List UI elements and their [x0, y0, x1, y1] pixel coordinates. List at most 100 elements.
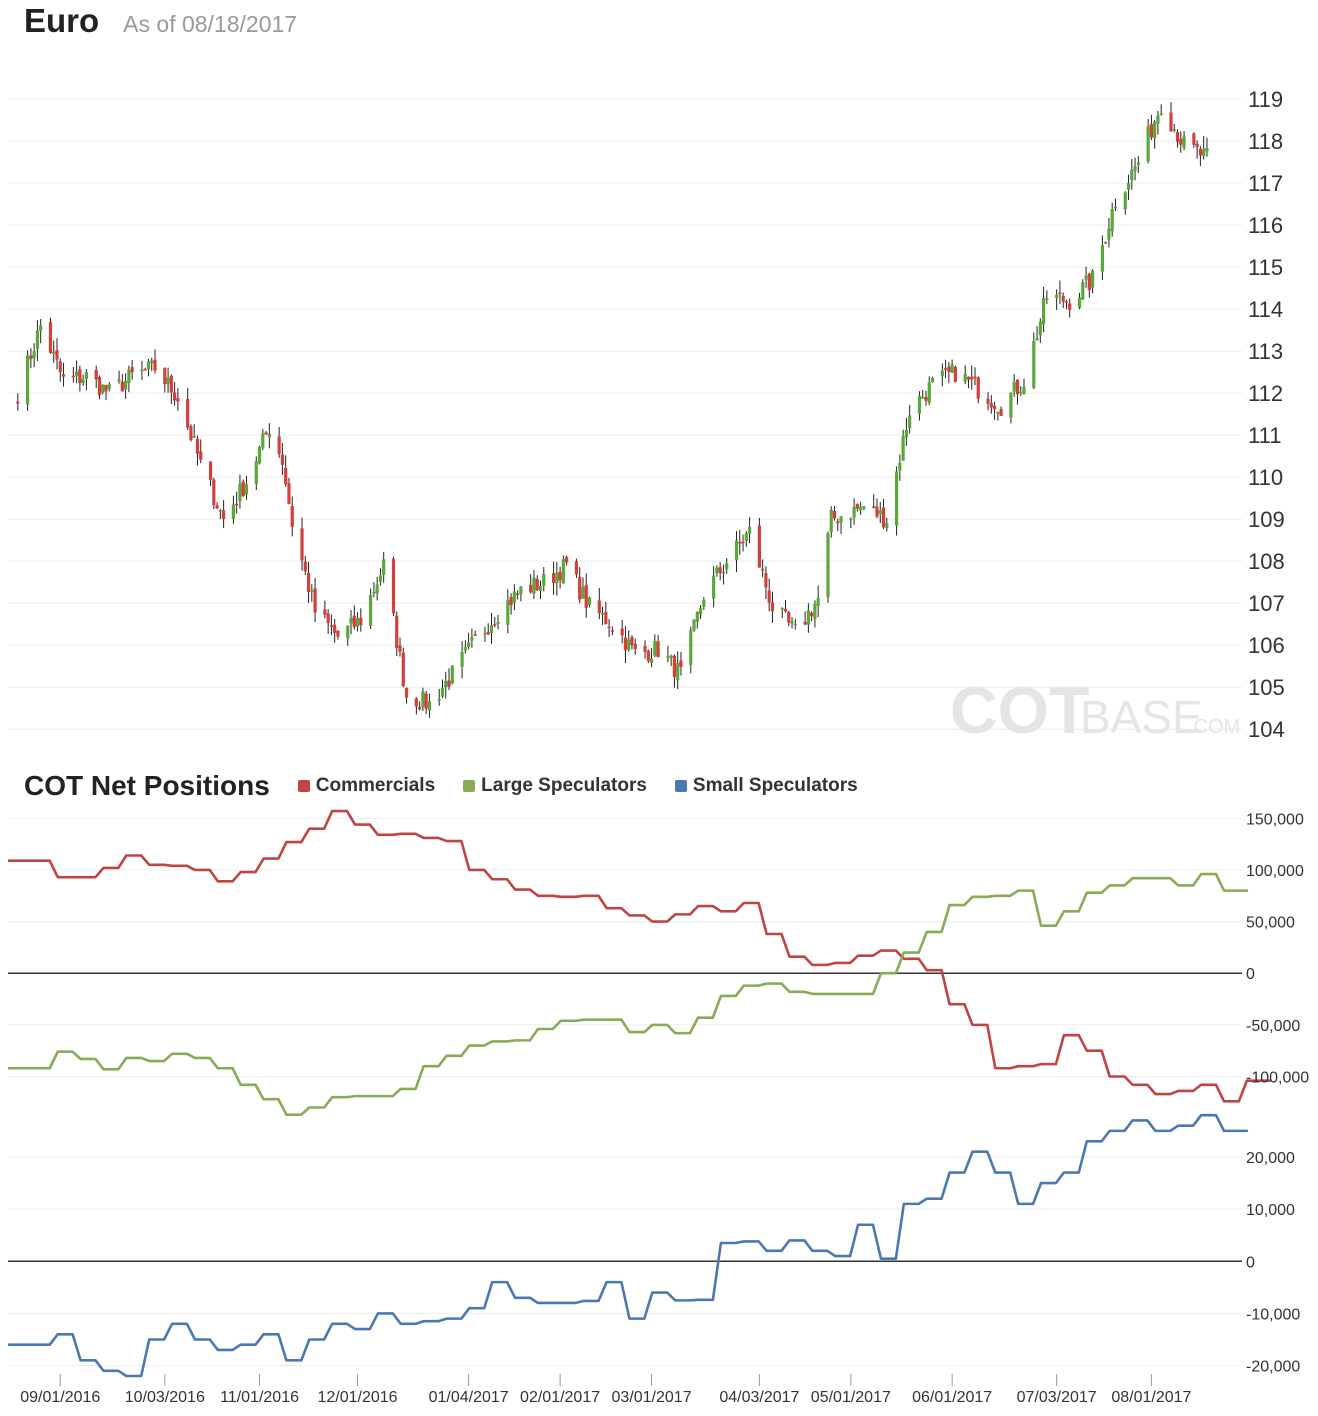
- candle-body: [16, 401, 20, 404]
- candle-body: [382, 559, 386, 575]
- candle-body: [744, 533, 748, 541]
- candle-body: [401, 652, 405, 686]
- legend-label-small-speculators: Small Speculators: [692, 775, 858, 796]
- candle-body: [26, 355, 30, 405]
- cot-tick-label: 150,000: [1246, 811, 1304, 828]
- candle-body: [620, 628, 624, 636]
- candle-body: [692, 619, 696, 631]
- candle-body: [195, 438, 200, 454]
- candle-body: [653, 641, 657, 656]
- small-tick-label: -20,000: [1246, 1359, 1300, 1376]
- candle-body: [310, 590, 314, 592]
- candle-body: [881, 507, 886, 528]
- legend-swatch-small-speculators: [674, 780, 687, 792]
- candle-body: [947, 366, 951, 372]
- candle-body: [189, 426, 193, 441]
- candle-body: [257, 446, 262, 464]
- candle-body: [734, 540, 739, 561]
- candle-body: [218, 510, 222, 512]
- cot-title: COT Net Positions: [24, 770, 270, 801]
- candle-body: [584, 584, 588, 608]
- candle-body: [1055, 294, 1059, 298]
- candle-body: [483, 633, 487, 635]
- candle-body: [790, 621, 794, 624]
- candle-body: [989, 403, 993, 408]
- candle-body: [208, 461, 213, 480]
- candle-body: [463, 647, 467, 651]
- candle-body: [767, 590, 771, 603]
- candle-body: [163, 368, 167, 384]
- watermark-brand: COT: [950, 673, 1089, 747]
- candle-body: [300, 528, 304, 561]
- candle-body: [718, 567, 722, 573]
- candle-body: [963, 373, 967, 382]
- candle-body: [375, 584, 379, 594]
- candle-body: [264, 432, 268, 435]
- legend-label-commercials: Commercials: [315, 775, 436, 796]
- candle-body: [803, 621, 807, 625]
- candle-body: [1090, 270, 1095, 288]
- x-tick-label: 05/01/2017: [811, 1389, 891, 1406]
- candle-body: [192, 436, 196, 438]
- small-spec-series-line: [8, 1113, 1249, 1378]
- chart-header: Euro As of 08/18/2017: [24, 2, 297, 48]
- x-tick-label: 02/01/2017: [520, 1389, 600, 1406]
- candle-body: [336, 630, 340, 637]
- candle-body: [623, 637, 628, 651]
- candle-body: [326, 613, 330, 624]
- candle-body: [1084, 275, 1088, 280]
- candle-body: [940, 370, 944, 377]
- candle-body: [970, 376, 974, 380]
- cot-tick-label: 0: [1246, 966, 1255, 983]
- candle-body: [61, 374, 66, 377]
- candle-body: [199, 451, 203, 460]
- candle-body: [1136, 162, 1140, 165]
- candle-body: [1133, 166, 1137, 171]
- candle-body: [702, 600, 706, 607]
- cotbase-watermark: COT BASE .COM: [950, 673, 1240, 747]
- candle-body: [1182, 136, 1186, 148]
- candle-body: [84, 371, 89, 379]
- small-tick-label: 0: [1246, 1254, 1255, 1271]
- candle-body: [813, 603, 817, 620]
- candle-body: [244, 484, 249, 495]
- price-y-axis: 104 105 106 107 108 109 110 111 112 113 114 115 116 1…: [1248, 87, 1285, 742]
- candle-body: [101, 384, 105, 393]
- candle-body: [859, 506, 863, 511]
- legend-large-speculators[interactable]: Large Speculators: [463, 775, 647, 797]
- candle-body: [107, 384, 111, 389]
- candle-body: [725, 563, 729, 570]
- candle-body: [698, 607, 703, 615]
- small-tick-label: 10,000: [1246, 1202, 1295, 1219]
- candle-body: [986, 398, 990, 404]
- candle-body: [747, 526, 752, 534]
- cot-series-lines: [8, 809, 1272, 1117]
- candle-body: [1012, 381, 1016, 392]
- candle-body: [953, 366, 957, 383]
- candle-body: [555, 572, 559, 584]
- price-tick-label: 118: [1248, 129, 1283, 154]
- candle-body: [862, 506, 866, 509]
- candle-body: [816, 597, 820, 606]
- legend-commercials[interactable]: Commercials: [297, 775, 436, 797]
- x-tick-label: 04/03/2017: [719, 1389, 799, 1406]
- candle-body: [391, 558, 396, 614]
- candle-body: [630, 637, 634, 646]
- cot-tick-label: -100,000: [1246, 1070, 1309, 1087]
- candle-body: [470, 637, 474, 641]
- candle-body: [241, 481, 245, 497]
- candle-body: [574, 561, 579, 575]
- x-tick-label: 09/01/2016: [20, 1389, 100, 1406]
- small-tick-label: 20,000: [1246, 1150, 1295, 1167]
- candle-body: [222, 510, 226, 519]
- price-gridlines: [8, 98, 1242, 730]
- candle-body: [444, 681, 448, 688]
- candle-body: [306, 572, 311, 592]
- candle-body: [1041, 298, 1046, 325]
- candle-body: [1045, 298, 1049, 300]
- legend-small-speculators[interactable]: Small Speculators: [674, 775, 858, 797]
- price-tick-label: 113: [1248, 339, 1283, 364]
- candle-body: [140, 369, 144, 372]
- candle-body: [849, 518, 853, 521]
